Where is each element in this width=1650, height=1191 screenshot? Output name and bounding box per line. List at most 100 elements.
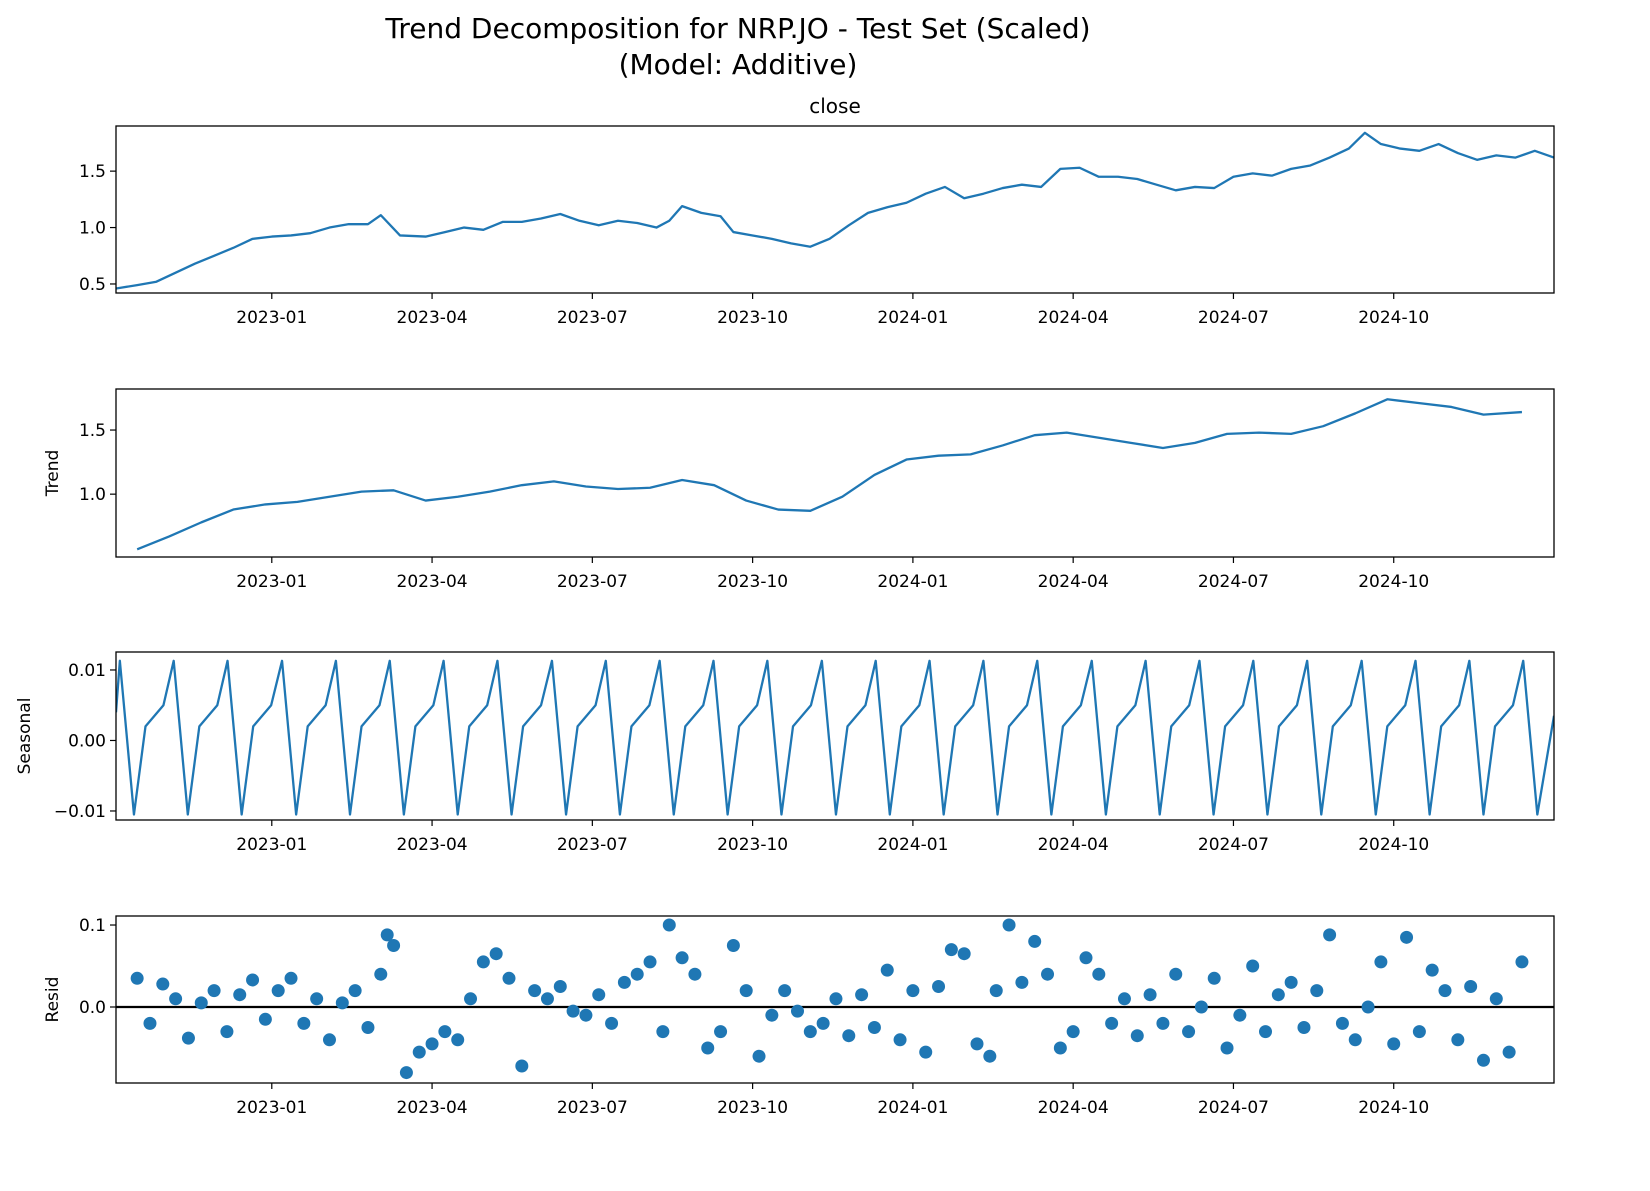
resid-point [1451,1033,1465,1047]
resid-point [1348,1033,1362,1047]
x-tick-label: 2023-07 [557,308,628,328]
resid-point [1476,1053,1490,1067]
resid-point [438,1025,452,1039]
resid-point [970,1037,984,1051]
y-tick-label: 1.0 [79,485,106,505]
resid-point [1092,967,1106,981]
resid-point [335,996,349,1010]
resid-point [1041,967,1055,981]
resid-point [502,971,516,985]
data-line [116,659,1554,816]
x-tick-label: 2023-10 [717,572,788,592]
resid-point [1323,928,1337,942]
y-tick-label: 0.0 [79,998,106,1018]
resid-point [1207,971,1221,985]
plot-area [136,398,1523,551]
resid-point [701,1041,715,1055]
resid-point [579,1008,593,1022]
resid-point [566,1004,580,1018]
resid-point [194,996,208,1010]
resid-point [380,928,394,942]
resid-point [399,1066,413,1080]
resid-point [816,1016,830,1030]
resid-point [592,988,606,1002]
x-tick-label: 2024-01 [877,835,948,855]
resid-point [1156,1016,1170,1030]
resid-point [983,1049,997,1063]
x-tick-label: 2023-10 [717,308,788,328]
data-line [136,398,1523,551]
resid-point [233,988,247,1002]
resid-point [464,992,478,1006]
x-tick-label: 2024-10 [1358,572,1429,592]
resid-point [476,955,490,969]
resid-point [906,984,920,998]
x-tick-label: 2023-10 [717,835,788,855]
resid-point [893,1033,907,1047]
resid-point [374,967,388,981]
x-tick-label: 2024-01 [877,308,948,328]
x-tick-label: 2024-04 [1038,572,1109,592]
resid-point [1194,1000,1208,1014]
x-tick-label: 2024-07 [1198,308,1269,328]
x-tick-label: 2024-04 [1038,835,1109,855]
resid-point [207,984,221,998]
resid-point [778,984,792,998]
x-tick-label: 2023-01 [236,835,307,855]
resid-point [1028,934,1042,948]
resid-point [880,963,894,977]
resid-point [1489,992,1503,1006]
y-tick-label: 0.00 [68,731,106,751]
resid-point [271,984,285,998]
resid-point [1374,955,1388,969]
x-tick-label: 2024-01 [877,1098,948,1118]
resid-point [1515,955,1529,969]
resid-point [528,984,542,998]
resid-point [322,1033,336,1047]
resid-point [1400,930,1414,944]
resid-point [790,1004,804,1018]
x-tick-label: 2024-07 [1198,1098,1269,1118]
x-tick-label: 2023-07 [557,572,628,592]
resid-point [1361,1000,1375,1014]
x-tick-label: 2024-07 [1198,572,1269,592]
x-tick-label: 2024-10 [1358,308,1429,328]
resid-point [1335,1016,1349,1030]
axes-frame [115,388,1555,558]
data-line [116,131,1554,290]
resid-point [1066,1025,1080,1039]
resid-point [617,975,631,989]
y-tick-label: 0.5 [79,275,106,295]
resid-point [361,1020,375,1034]
resid-point [1502,1045,1516,1059]
resid-point [130,971,144,985]
resid-point [605,1016,619,1030]
x-tick-label: 2024-07 [1198,835,1269,855]
axes-frame [115,125,1555,294]
resid-point [540,992,554,1006]
resid-point [412,1045,426,1059]
resid-point [489,947,503,961]
resid-point [855,988,869,1002]
resid-point [1220,1041,1234,1055]
resid-point [348,984,362,998]
resid-point [1464,980,1478,994]
resid-point [1284,975,1298,989]
resid-point [1117,992,1131,1006]
resid-point [220,1025,234,1039]
y-tick-label: 1.5 [79,421,106,441]
resid-point [944,943,958,957]
resid-point [1233,1008,1247,1022]
resid-point [156,977,170,991]
resid-point [932,980,946,994]
resid-point [842,1029,856,1043]
x-tick-label: 2023-07 [557,1098,628,1118]
figure-title: (Model: Additive) [619,48,858,81]
resid-point [1079,951,1093,965]
resid-point [451,1033,465,1047]
resid-point [258,1012,272,1026]
resid-point [553,980,567,994]
resid-point [1412,1025,1426,1039]
